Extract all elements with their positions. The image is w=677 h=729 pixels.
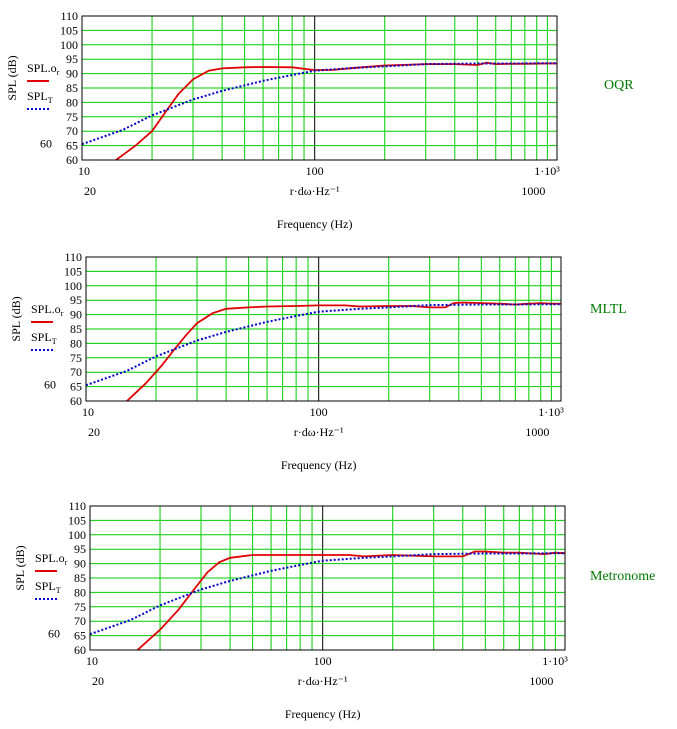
x-axis-caption: Frequency (Hz): [277, 217, 353, 231]
y-tick-label-offset: 60: [44, 378, 56, 392]
x-tick-label: 20: [84, 184, 96, 198]
x-tick-label: 10: [86, 654, 98, 668]
y-tick-label: 100: [60, 38, 78, 52]
y-tick-label: 65: [74, 629, 86, 643]
y-tick-label: 90: [70, 308, 82, 322]
grid: [82, 16, 557, 160]
y-tick-label: 95: [66, 52, 78, 66]
x-tick-label: 1000: [521, 184, 545, 198]
x-axis-label: r·dω·Hz⁻¹: [294, 425, 344, 439]
side-label: MLTL: [590, 302, 627, 317]
x-tick-label: 1000: [525, 425, 549, 439]
y-tick-label: 70: [66, 124, 78, 138]
x-tick-label: 1·10³: [538, 405, 564, 419]
series-line-spl-t: [82, 62, 557, 146]
y-tick-label: 75: [74, 600, 86, 614]
y-tick-label: 80: [74, 585, 86, 599]
y-tick-label: 80: [70, 336, 82, 350]
chart-panel-2: 606570758085909510010511060102010010001·…: [13, 499, 655, 721]
y-tick-label: 60: [74, 643, 86, 657]
plot-frame: [89, 505, 566, 651]
legend-label: SPL.or: [31, 302, 64, 318]
y-tick-label: 60: [70, 394, 82, 408]
grid: [90, 506, 565, 650]
y-tick-label: 100: [64, 279, 82, 293]
plot-frame: [85, 256, 562, 402]
y-tick-label: 85: [74, 571, 86, 585]
legend: SPL.or SPLT: [35, 551, 68, 600]
x-tick-label: 100: [314, 654, 332, 668]
legend-label: SPL.or: [27, 61, 60, 77]
y-tick-label-offset: 60: [40, 137, 52, 151]
legend-label: SPLT: [31, 330, 57, 346]
y-tick-label: 95: [70, 293, 82, 307]
y-tick-label: 65: [70, 380, 82, 394]
y-tick-label: 105: [68, 513, 86, 527]
legend: SPL.or SPLT: [31, 302, 64, 351]
y-tick-label: 70: [70, 365, 82, 379]
y-tick-label: 65: [66, 139, 78, 153]
x-tick-label: 100: [306, 164, 324, 178]
series-line-spl-t: [86, 303, 561, 387]
y-tick-label: 60: [66, 153, 78, 167]
chart-panel-1: 606570758085909510010511060102010010001·…: [9, 250, 627, 472]
y-axis-label: SPL (dB): [13, 545, 27, 590]
plot-frame: [81, 15, 558, 161]
x-axis-caption: Frequency (Hz): [281, 458, 357, 472]
x-tick-label: 10: [78, 164, 90, 178]
legend-label: SPLT: [35, 579, 61, 595]
y-tick-label: 75: [70, 351, 82, 365]
y-tick-label: 110: [64, 250, 82, 264]
grid: [86, 257, 561, 401]
side-label: Metronome: [590, 569, 655, 584]
y-tick-label: 105: [64, 264, 82, 278]
y-axis-label: SPL (dB): [9, 296, 23, 341]
y-tick-label: 70: [74, 614, 86, 628]
legend-label: SPL.or: [35, 551, 68, 567]
x-tick-label: 1·10³: [542, 654, 568, 668]
chart-panel-0: 606570758085909510010511060102010010001·…: [5, 9, 634, 231]
y-tick-label: 105: [60, 23, 78, 37]
y-tick-label: 100: [68, 528, 86, 542]
legend-label: SPLT: [27, 89, 53, 105]
x-tick-label: 100: [310, 405, 328, 419]
x-tick-label: 10: [82, 405, 94, 419]
x-tick-label: 20: [88, 425, 100, 439]
y-axis-label: SPL (dB): [5, 55, 19, 100]
x-axis-label: r·dω·Hz⁻¹: [290, 184, 340, 198]
y-tick-label: 110: [60, 9, 78, 23]
y-tick-label: 110: [68, 499, 86, 513]
series-line-spl-t: [90, 552, 565, 636]
x-axis-caption: Frequency (Hz): [285, 707, 361, 721]
y-tick-label-offset: 60: [48, 627, 60, 641]
y-tick-label: 75: [66, 110, 78, 124]
x-tick-label: 20: [92, 674, 104, 688]
x-tick-label: 1000: [529, 674, 553, 688]
legend: SPL.or SPLT: [27, 61, 60, 110]
y-tick-label: 85: [66, 81, 78, 95]
x-axis-label: r·dω·Hz⁻¹: [298, 674, 348, 688]
side-label: OQR: [604, 78, 634, 93]
y-tick-label: 95: [74, 542, 86, 556]
y-tick-label: 90: [74, 557, 86, 571]
y-tick-label: 80: [66, 95, 78, 109]
y-tick-label: 85: [70, 322, 82, 336]
y-tick-label: 90: [66, 67, 78, 81]
x-tick-label: 1·10³: [534, 164, 560, 178]
